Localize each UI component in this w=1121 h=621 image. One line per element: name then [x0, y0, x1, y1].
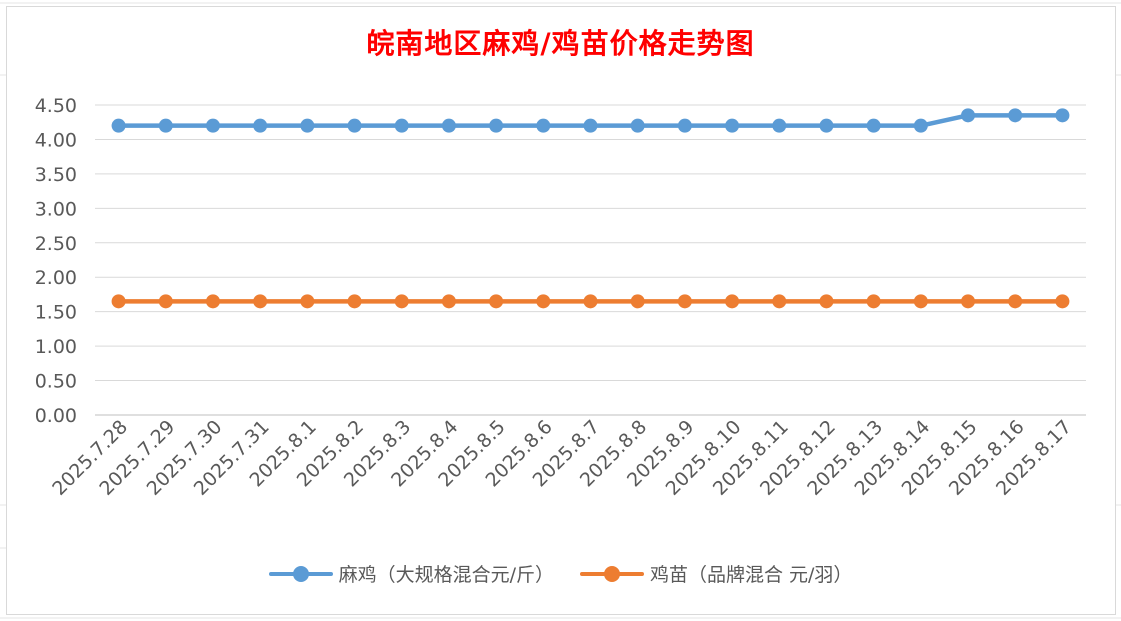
data-point-series-1 [347, 118, 362, 133]
data-point-series-1 [111, 118, 126, 133]
data-point-series-2 [536, 294, 551, 309]
data-point-series-2 [630, 294, 645, 309]
data-point-series-2 [913, 294, 928, 309]
data-point-series-1 [253, 118, 268, 133]
y-tick-label: 4.50 [35, 95, 77, 117]
data-point-series-2 [347, 294, 362, 309]
legend-item-jimiao[interactable]: 鸡苗（品牌混合 元/羽） [579, 560, 853, 587]
data-point-series-2 [441, 294, 456, 309]
data-point-series-2 [111, 294, 126, 309]
data-point-series-2 [583, 294, 598, 309]
data-point-series-1 [300, 118, 315, 133]
y-tick-label: 0.00 [35, 405, 77, 427]
data-point-series-1 [725, 118, 740, 133]
data-point-series-2 [253, 294, 268, 309]
legend: 麻鸡（大规格混合元/斤） 鸡苗（品牌混合 元/羽） [0, 560, 1121, 587]
legend-label-maji: 麻鸡（大规格混合元/斤） [338, 564, 554, 586]
data-point-series-1 [866, 118, 881, 133]
y-tick-label: 3.50 [35, 164, 77, 186]
data-point-series-2 [1055, 294, 1070, 309]
data-point-series-1 [583, 118, 598, 133]
data-point-series-1 [772, 118, 787, 133]
y-tick-label: 4.00 [35, 129, 77, 151]
data-point-series-1 [1008, 108, 1023, 123]
y-tick-label: 2.00 [35, 267, 77, 289]
chart-title: 皖南地区麻鸡/鸡苗价格走势图 [366, 27, 755, 60]
y-tick-label: 1.00 [35, 336, 77, 358]
data-point-series-1 [158, 118, 173, 133]
data-point-series-2 [772, 294, 787, 309]
y-tick-label: 2.50 [35, 233, 77, 255]
legend-swatch-maji [268, 565, 333, 582]
legend-swatch-jimiao [579, 565, 644, 582]
data-point-series-2 [1008, 294, 1023, 309]
data-point-series-2 [158, 294, 173, 309]
data-point-series-1 [1055, 108, 1070, 123]
y-tick-label: 3.00 [35, 198, 77, 220]
data-point-series-2 [300, 294, 315, 309]
data-point-series-2 [725, 294, 740, 309]
data-point-series-1 [819, 118, 834, 133]
data-point-series-1 [961, 108, 976, 123]
data-point-series-1 [489, 118, 504, 133]
chart-area[interactable] [6, 6, 1116, 615]
data-point-series-1 [394, 118, 409, 133]
legend-item-maji[interactable]: 麻鸡（大规格混合元/斤） [268, 560, 554, 587]
y-tick-label: 1.50 [35, 302, 77, 324]
data-point-series-2 [394, 294, 409, 309]
data-point-series-1 [913, 118, 928, 133]
legend-label-jimiao: 鸡苗（品牌混合 元/羽） [649, 564, 853, 586]
data-point-series-1 [536, 118, 551, 133]
y-tick-label: 0.50 [35, 371, 77, 393]
data-point-series-2 [489, 294, 504, 309]
data-point-series-1 [205, 118, 220, 133]
data-point-series-2 [961, 294, 976, 309]
data-point-series-1 [677, 118, 692, 133]
data-point-series-1 [441, 118, 456, 133]
data-point-series-2 [677, 294, 692, 309]
data-point-series-2 [819, 294, 834, 309]
data-point-series-1 [630, 118, 645, 133]
data-point-series-2 [866, 294, 881, 309]
data-point-series-2 [205, 294, 220, 309]
